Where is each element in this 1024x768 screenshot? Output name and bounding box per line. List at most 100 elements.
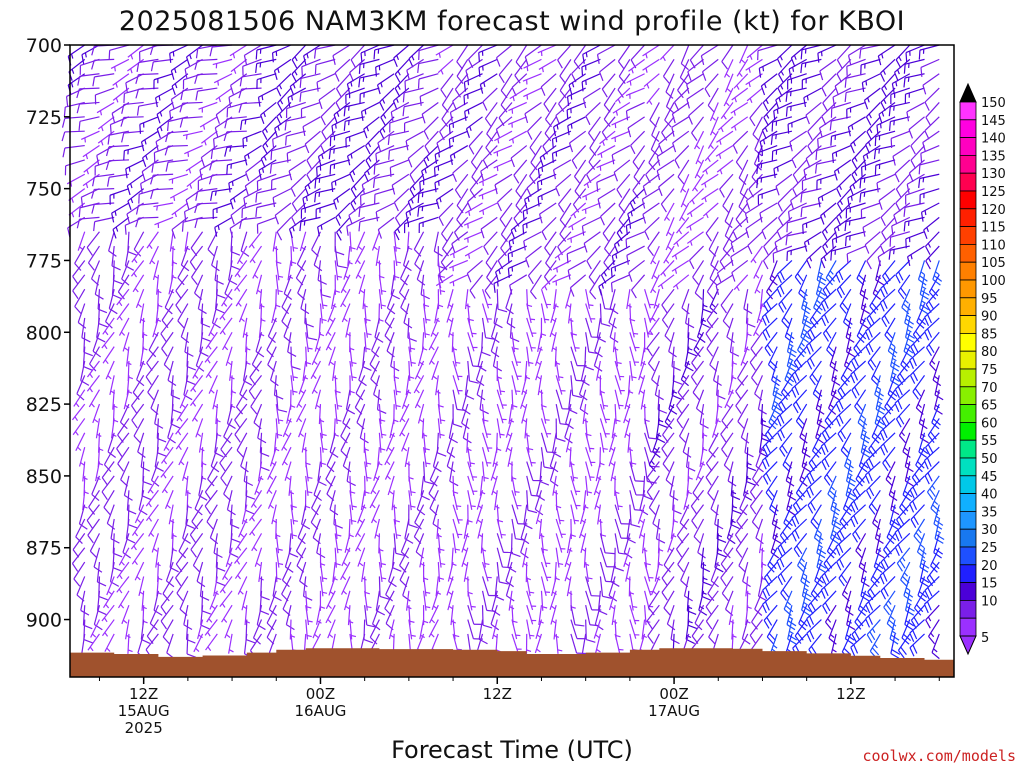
wind-barb (435, 44, 454, 58)
wind-barb (319, 447, 326, 468)
wind-barb (146, 619, 159, 645)
wind-barb (706, 274, 719, 300)
wind-barb (222, 331, 233, 351)
wind-barb (665, 73, 675, 99)
wind-barb (244, 173, 262, 196)
wind-barb (109, 116, 130, 135)
wind-barb (879, 561, 896, 585)
wind-barb (112, 73, 130, 88)
wind-barb (496, 289, 508, 313)
wind-barb (833, 159, 852, 181)
colorbar-swatch (959, 546, 977, 566)
wind-barb (83, 619, 93, 644)
wind-barb (692, 375, 705, 401)
wind-barb (340, 274, 351, 294)
wind-barb (111, 274, 122, 300)
wind-barb (317, 216, 336, 237)
wind-barb (329, 432, 339, 458)
y-tick-label: 775 (26, 250, 62, 272)
wind-barb (285, 101, 306, 119)
wind-barb (565, 403, 574, 430)
wind-barb (603, 231, 616, 257)
wind-barb (122, 533, 132, 559)
wind-barb (573, 44, 587, 70)
wind-barb (452, 533, 461, 554)
wind-barb (131, 403, 145, 429)
credit-link[interactable]: coolwx.com/models (862, 747, 1016, 765)
x-tick-label: 2025 (125, 719, 163, 737)
wind-barb (311, 346, 322, 366)
wind-barb (71, 547, 86, 572)
wind-barb (544, 231, 557, 257)
wind-barb (890, 490, 900, 516)
wind-barb (484, 102, 498, 127)
wind-barb (653, 289, 660, 309)
wind-barb (213, 130, 233, 149)
wind-barb (787, 73, 807, 90)
wind-barb (599, 418, 610, 438)
wind-barb (394, 73, 410, 97)
colorbar-swatch (959, 528, 977, 548)
wind-barb (274, 202, 292, 225)
wind-barb (219, 317, 233, 336)
wind-barb (844, 231, 866, 247)
wind-barb (555, 375, 566, 395)
wind-barb (788, 58, 807, 79)
wind-barb (694, 130, 705, 150)
wind-barb (135, 288, 145, 309)
wind-barb (723, 446, 734, 473)
wind-barb (302, 116, 321, 137)
wind-barb (880, 274, 896, 298)
wind-barb (238, 87, 262, 99)
wind-barb (895, 173, 911, 198)
wind-barb (346, 461, 356, 487)
wind-barb (118, 317, 130, 336)
wind-barb (676, 216, 690, 235)
wind-barb (593, 475, 601, 496)
wind-barb (245, 475, 256, 500)
wind-barb (557, 44, 572, 69)
wind-barb (118, 547, 130, 566)
wind-barb (786, 605, 797, 631)
wind-barb (610, 259, 631, 278)
wind-barb (347, 246, 353, 267)
wind-barb (640, 389, 647, 410)
wind-barb (319, 289, 328, 310)
wind-barb (239, 375, 248, 401)
wind-barb (541, 274, 557, 291)
wind-barb (662, 59, 675, 85)
wind-barb (526, 490, 538, 514)
wind-barb (72, 260, 86, 285)
wind-barb (429, 604, 439, 624)
wind-barb (851, 619, 867, 643)
wind-barb (672, 130, 690, 153)
wind-barb (705, 590, 719, 615)
wind-barb (815, 418, 824, 444)
wind-barb (801, 447, 811, 473)
wind-barb (932, 260, 943, 286)
wind-barb (905, 188, 925, 205)
wind-barb (623, 547, 631, 567)
wind-barb (529, 274, 542, 300)
wind-barb (190, 231, 204, 257)
wind-barb (171, 389, 182, 414)
wind-barb (437, 404, 446, 424)
colorbar-label: 55 (981, 434, 998, 449)
wind-barb (844, 73, 866, 88)
wind-barb (281, 303, 292, 329)
wind-barb (735, 202, 749, 228)
colorbar-swatch (959, 208, 977, 228)
colorbar-label: 60 (981, 416, 998, 431)
wind-barb (656, 159, 675, 181)
wind-barb (722, 303, 734, 329)
wind-barb (449, 274, 469, 287)
wind-barb (549, 461, 559, 487)
wind-barb (261, 116, 277, 140)
wind-barb (558, 87, 572, 113)
wind-barb (647, 619, 660, 644)
wind-barb (705, 446, 719, 472)
wind-barb (551, 130, 572, 149)
wind-barb (904, 461, 914, 487)
wind-barb (235, 288, 248, 307)
wind-barb (880, 87, 896, 112)
